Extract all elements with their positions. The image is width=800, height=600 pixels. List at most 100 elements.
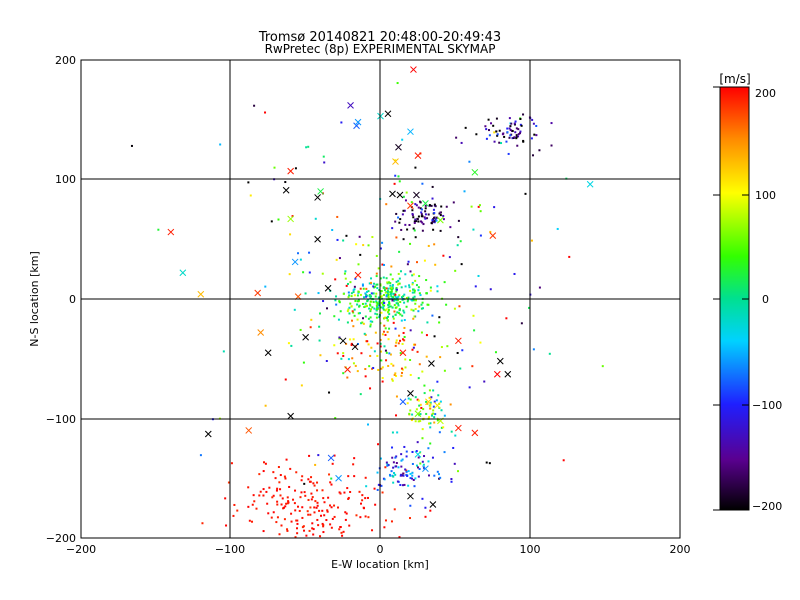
data-point (425, 292, 428, 295)
data-point (369, 320, 372, 323)
data-point (264, 462, 267, 465)
data-point (318, 325, 321, 328)
data-point (376, 342, 379, 345)
data-point (348, 312, 351, 315)
data-point (287, 500, 290, 503)
data-point (412, 288, 415, 291)
data-point (407, 298, 410, 301)
data-point (344, 511, 347, 514)
data-point (424, 515, 427, 518)
data-point (361, 302, 364, 305)
data-point (247, 181, 250, 184)
data-point (367, 290, 370, 293)
data-point (277, 466, 280, 469)
cross-marker (291, 258, 299, 266)
data-point (394, 220, 397, 223)
data-point (443, 369, 446, 372)
data-point (355, 514, 358, 517)
data-point (468, 386, 471, 389)
data-point (490, 122, 493, 125)
cross-marker (351, 343, 359, 351)
data-point (395, 462, 398, 465)
data-point (361, 499, 364, 502)
cross-marker (429, 501, 437, 508)
data-point (393, 508, 396, 511)
data-point (394, 293, 397, 296)
data-point (403, 335, 406, 338)
data-point (414, 308, 417, 311)
data-point (361, 494, 364, 497)
data-point (325, 359, 328, 362)
data-point (327, 496, 330, 499)
data-point (389, 291, 392, 294)
data-point (285, 458, 288, 461)
cross-marker (339, 337, 347, 345)
data-point (387, 306, 390, 309)
data-point (425, 400, 428, 403)
data-point (347, 475, 350, 478)
data-point (415, 220, 418, 223)
data-point (385, 277, 388, 280)
data-point (400, 319, 403, 322)
data-point (291, 215, 294, 218)
data-point (387, 287, 390, 290)
data-point (464, 126, 467, 129)
data-point (342, 352, 345, 355)
data-point (369, 304, 372, 307)
data-point (378, 316, 381, 319)
data-point (300, 384, 303, 387)
data-point (412, 309, 415, 312)
data-point (411, 274, 414, 277)
data-point (520, 124, 523, 127)
data-point (299, 328, 302, 331)
data-point (384, 519, 387, 522)
data-point (508, 136, 511, 139)
data-point (252, 494, 255, 497)
data-point (356, 318, 359, 321)
data-point (395, 236, 398, 239)
data-point (258, 473, 261, 476)
data-point (453, 307, 456, 310)
data-point (284, 378, 287, 381)
data-point (412, 273, 415, 276)
data-point (386, 464, 389, 467)
cross-marker (471, 168, 479, 176)
data-point (376, 313, 379, 316)
data-point (396, 311, 399, 314)
data-point (409, 398, 412, 401)
data-point (249, 194, 252, 197)
data-point (435, 399, 438, 402)
data-point (342, 239, 345, 242)
data-point (438, 477, 441, 480)
data-point (265, 490, 268, 493)
data-point (493, 206, 496, 209)
data-point (357, 263, 360, 266)
data-point (415, 464, 418, 467)
data-point (248, 519, 251, 522)
data-point (393, 182, 396, 185)
data-point (371, 529, 374, 532)
cross-marker (493, 370, 501, 378)
data-point (429, 442, 432, 445)
data-point (404, 468, 407, 471)
data-point (404, 358, 407, 361)
data-point (412, 346, 415, 349)
colorbar-tick-label: 100 (755, 189, 776, 202)
data-point (427, 474, 430, 477)
data-point (296, 560, 298, 562)
data-point (343, 272, 346, 275)
cross-marker (396, 191, 404, 199)
data-point (366, 300, 369, 303)
data-point (442, 214, 445, 217)
data-point (394, 313, 397, 316)
data-point (265, 548, 267, 550)
data-point (413, 291, 416, 294)
data-point (404, 199, 407, 202)
data-point (300, 479, 303, 482)
data-point (313, 506, 316, 509)
data-point (375, 283, 378, 286)
data-point (303, 491, 306, 494)
data-point (360, 502, 363, 505)
data-point (286, 496, 289, 499)
data-point (225, 524, 228, 527)
